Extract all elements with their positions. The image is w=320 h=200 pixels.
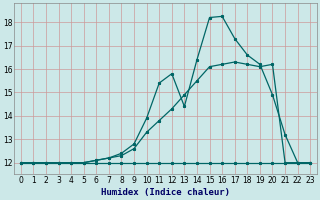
X-axis label: Humidex (Indice chaleur): Humidex (Indice chaleur) bbox=[101, 188, 230, 197]
